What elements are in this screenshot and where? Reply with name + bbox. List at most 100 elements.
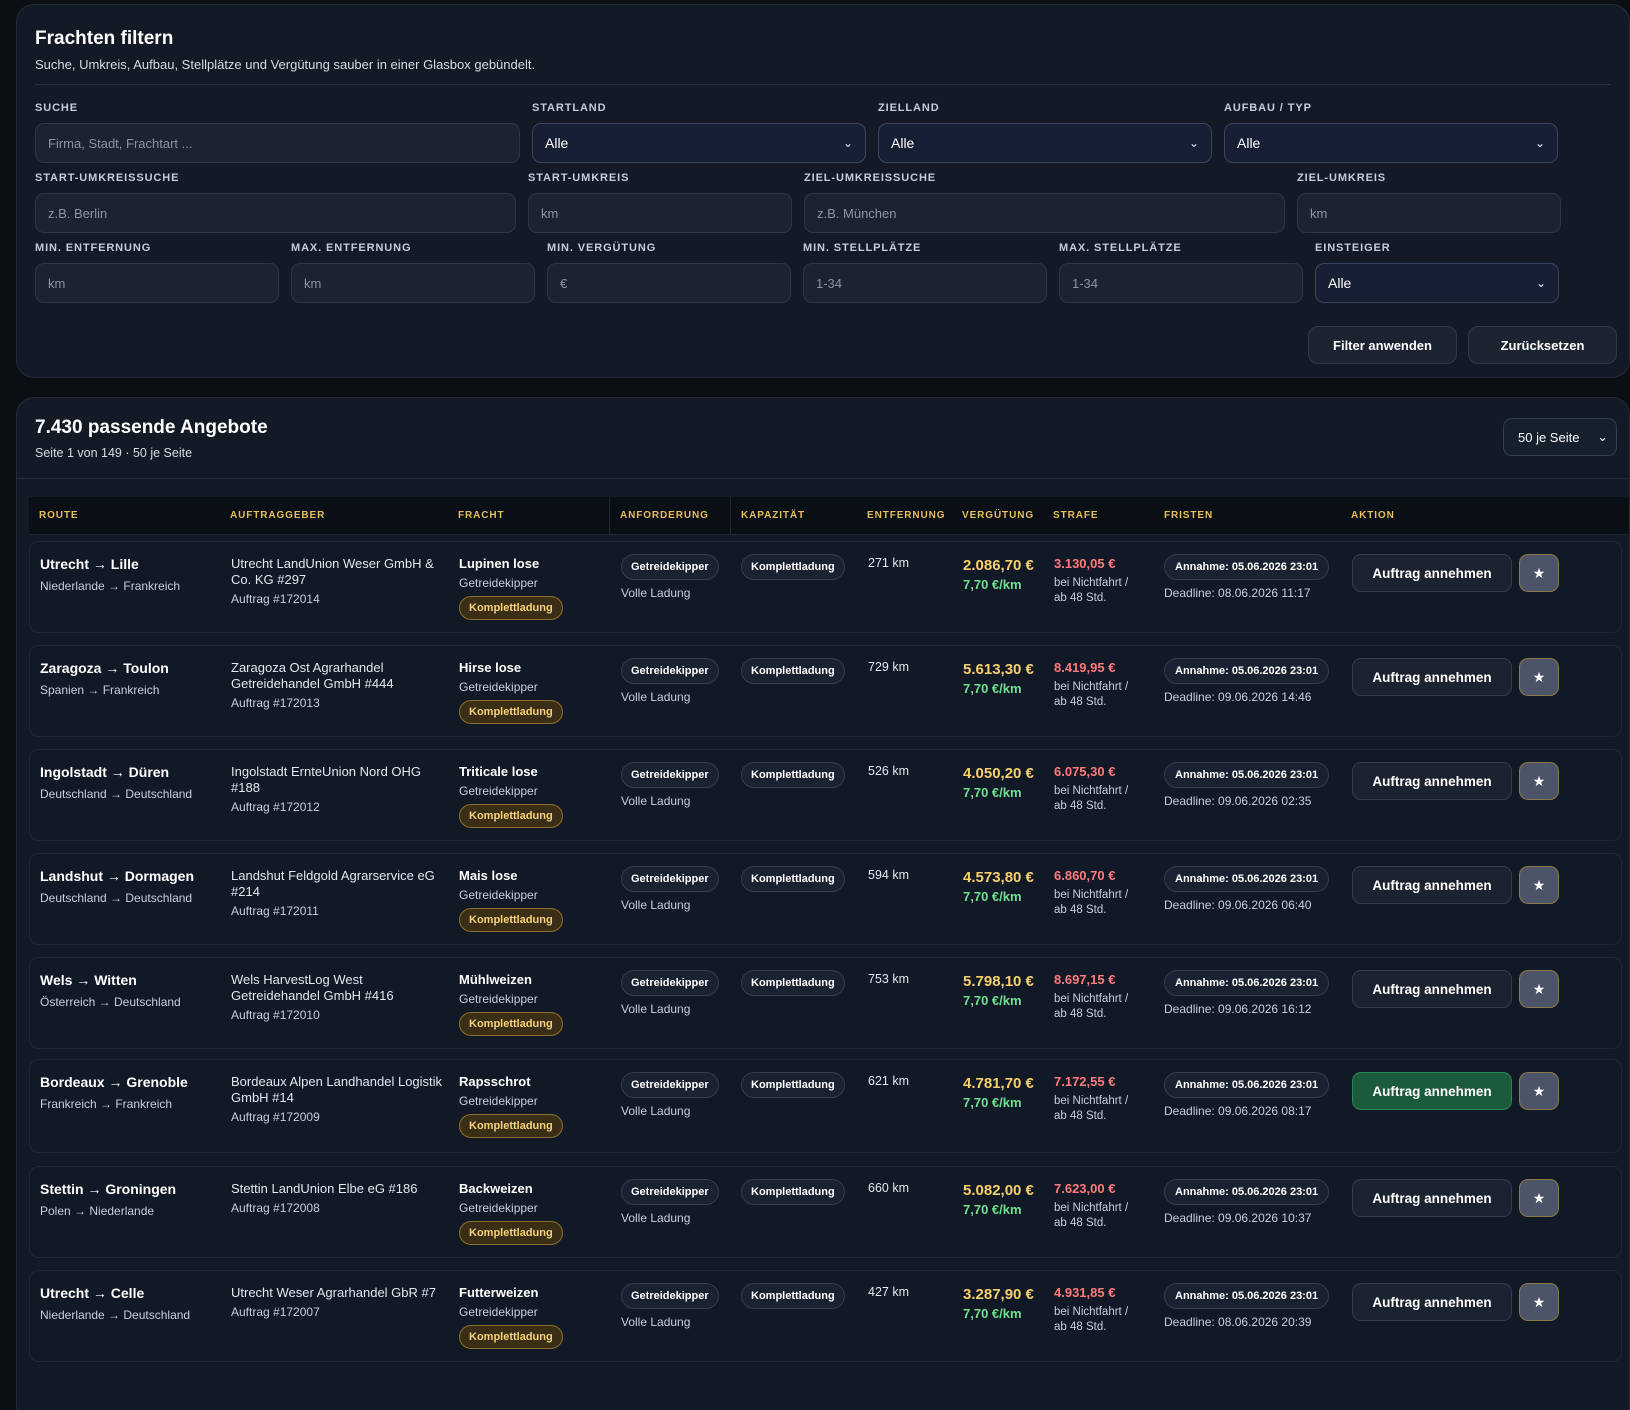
requirement-cell: Getreidekipper Volle Ladung [621,1179,731,1225]
action-cell: Auftrag annehmen ★ [1352,1072,1559,1110]
filter-subtitle: Suche, Umkreis, Aufbau, Stellplätze und … [35,57,536,72]
min-pay-label: MIN. VERGÜTUNG [547,242,657,254]
star-icon[interactable]: ★ [1519,1072,1559,1110]
requirement-cell: Getreidekipper Volle Ladung [621,970,731,1016]
accept-order-button[interactable]: Auftrag annehmen [1352,554,1512,592]
beginner-field: EINSTEIGER Alle ⌄ [1315,241,1559,303]
start-radius-input[interactable] [528,193,792,233]
accept-order-button[interactable]: Auftrag annehmen [1352,658,1512,696]
distance-value: 427 km [868,1285,909,1299]
results-panel: 7.430 passende Angebote Seite 1 von 149 … [16,397,1630,1410]
cargo-badge: Komplettladung [459,1325,563,1349]
order-number: Auftrag #172010 [231,1008,320,1022]
acceptance-badge: Annahme: 05.06.2026 23:01 [1164,1283,1330,1309]
target-radius-search-input[interactable] [804,193,1285,233]
cargo-cell: Triticale lose Getreidekipper Komplettladu… [459,764,609,828]
pay-amount: 2.086,70 € [963,557,1034,574]
pay-cell: 3.287,90 € 7,70 €/km [963,1285,1039,1321]
pay-cell: 4.050,20 € 7,70 €/km [963,764,1039,800]
route-countries: Polen → Niederlande [40,1204,155,1218]
table-header: ROUTE AUFTRAGGEBER FRACHT ANFORDERUNG KAPAZI… [29,497,1629,535]
distance-value: 660 km [868,1181,909,1195]
cargo-name: Triticale lose [459,764,538,779]
cargo-badge: Komplettladung [459,1012,563,1036]
deadline-cell: Annahme: 05.06.2026 23:01 Deadline: 08.06… [1164,554,1330,600]
min-pay-field: MIN. VERGÜTUNG [547,241,791,303]
max-slots-label: MAX. STELLPLÄTZE [1059,242,1182,254]
table-row: Bordeaux → Grenoble Frankreich → Frankrei… [29,1059,1622,1153]
accept-order-button[interactable]: Auftrag annehmen [1352,970,1512,1008]
min-pay-input[interactable] [547,263,791,303]
min-distance-label: MIN. ENTFERNUNG [35,242,152,254]
action-cell: Auftrag annehmen ★ [1352,762,1559,800]
pay-cell: 5.613,30 € 7,70 €/km [963,660,1039,696]
penalty-cell: 6.860,70 € bei Nichtfahrt / ab 48 Std. [1054,868,1144,918]
target-country-select[interactable]: Alle ⌄ [878,123,1212,163]
pay-per-km: 7,70 €/km [963,1306,1022,1321]
order-number: Auftrag #172009 [231,1110,320,1124]
order-number: Auftrag #172012 [231,800,320,814]
pay-cell: 4.573,80 € 7,70 €/km [963,868,1039,904]
cargo-name: Rapsschrot [459,1074,531,1089]
penalty-note: bei Nichtfahrt / ab 48 Std. [1054,577,1129,604]
deadline-text: Deadline: 09.06.2026 08:17 [1164,1104,1312,1118]
search-input[interactable] [35,123,520,163]
column-header-action: AKTION [1351,510,1395,521]
apply-filter-button[interactable]: Filter anwenden [1308,326,1457,364]
cargo-name: Lupinen lose [459,556,540,571]
cargo-badge: Komplettladung [459,1114,563,1138]
requirement-note: Volle Ladung [621,586,691,600]
target-radius-input[interactable] [1297,193,1561,233]
cargo-type: Getreidekipper [459,1201,538,1215]
accept-order-button[interactable]: Auftrag annehmen [1352,866,1512,904]
cargo-name: Mais lose [459,868,518,883]
beginner-select[interactable]: Alle ⌄ [1315,263,1559,303]
body-type-label: AUFBAU / TYP [1224,102,1312,114]
per-page-select[interactable]: 50 je Seite ⌄ [1503,418,1617,456]
target-country-label: ZIELLAND [878,102,940,114]
action-cell: Auftrag annehmen ★ [1352,658,1559,696]
min-distance-field: MIN. ENTFERNUNG [35,241,279,303]
pay-amount: 3.287,90 € [963,1286,1034,1303]
cargo-cell: Lupinen lose Getreidekipper Komplettladung [459,556,609,620]
capacity-cell: Komplettladung [741,1283,845,1309]
target-radius-search-field: ZIEL-UMKREISSUCHE [804,171,1285,233]
star-icon[interactable]: ★ [1519,970,1559,1008]
penalty-cell: 4.931,85 € bei Nichtfahrt / ab 48 Std. [1054,1285,1144,1335]
penalty-amount: 3.130,05 € [1054,556,1116,571]
cargo-name: Mühlweizen [459,972,532,987]
client-cell: Landshut Feldgold Agrarservice eG #214 Au… [231,868,443,918]
star-icon[interactable]: ★ [1519,866,1559,904]
max-distance-input[interactable] [291,263,535,303]
capacity-badge: Komplettladung [741,1072,845,1098]
client-cell: Bordeaux Alpen Landhandel Logistik GmbH … [231,1074,443,1124]
cargo-type: Getreidekipper [459,1094,538,1108]
body-type-select[interactable]: Alle ⌄ [1224,123,1558,163]
body-type-value: Alle [1237,135,1261,151]
accept-order-button[interactable]: Auftrag annehmen [1352,1283,1512,1321]
star-icon[interactable]: ★ [1519,762,1559,800]
max-slots-input[interactable] [1059,263,1303,303]
star-icon[interactable]: ★ [1519,1179,1559,1217]
capacity-badge: Komplettladung [741,1179,845,1205]
start-radius-search-input[interactable] [35,193,516,233]
capacity-cell: Komplettladung [741,866,845,892]
route-title: Utrecht → Lille [40,556,139,572]
accept-order-button[interactable]: Auftrag annehmen [1352,762,1512,800]
star-icon[interactable]: ★ [1519,554,1559,592]
accept-order-button[interactable]: Auftrag annehmen [1352,1072,1512,1110]
min-distance-input[interactable] [35,263,279,303]
min-slots-input[interactable] [803,263,1047,303]
reset-filter-button[interactable]: Zurücksetzen [1468,326,1617,364]
action-cell: Auftrag annehmen ★ [1352,866,1559,904]
results-title: 7.430 passende Angebote [35,417,268,438]
distance-cell: 526 km [868,764,909,778]
per-page-value: 50 je Seite [1518,429,1580,445]
star-icon[interactable]: ★ [1519,658,1559,696]
route-title: Ingolstadt → Düren [40,764,170,780]
accept-order-button[interactable]: Auftrag annehmen [1352,1179,1512,1217]
cargo-name: Backweizen [459,1181,533,1196]
star-icon[interactable]: ★ [1519,1283,1559,1321]
capacity-badge: Komplettladung [741,866,845,892]
start-country-select[interactable]: Alle ⌄ [532,123,866,163]
